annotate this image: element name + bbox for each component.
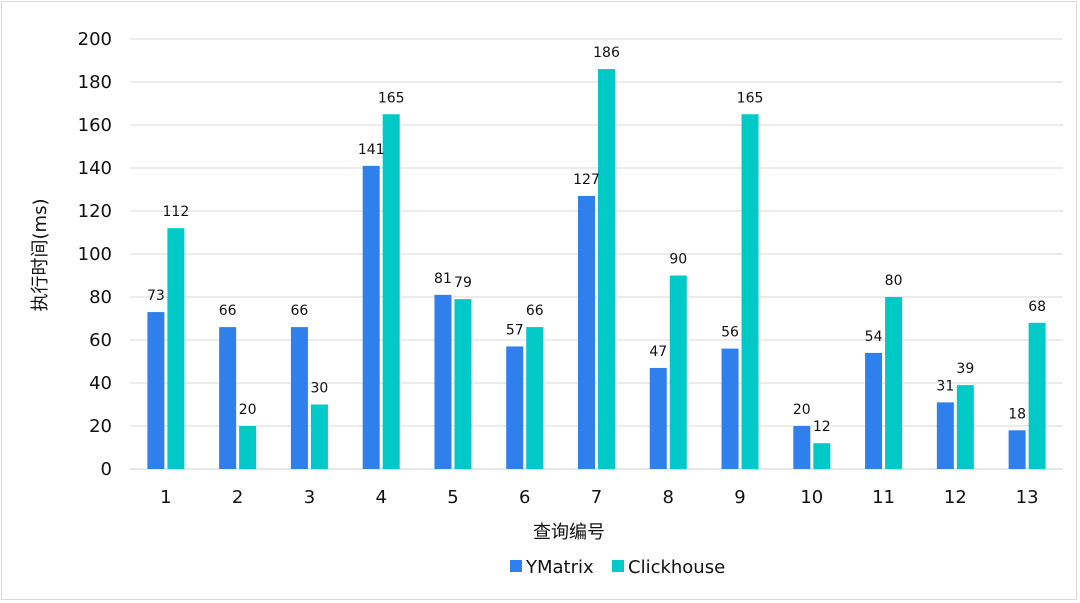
data-label-clickhouse-7: 186 (593, 45, 620, 61)
y-axis-title: 执行时间(ms) (30, 199, 51, 312)
legend-swatch-ymatrix (510, 560, 522, 572)
bar-clickhouse-5 (454, 299, 472, 469)
data-label-clickhouse-12: 39 (956, 361, 974, 377)
x-tick-label: 3 (304, 487, 315, 508)
x-axis-title: 查询编号 (533, 522, 605, 543)
y-tick-label: 160 (78, 115, 112, 136)
y-tick-label: 80 (89, 287, 112, 308)
bar-ymatrix-11 (865, 352, 883, 469)
bar-ymatrix-5 (434, 294, 452, 469)
bar-clickhouse-11 (885, 297, 903, 469)
bar-clickhouse-7 (598, 69, 615, 469)
x-tick-label: 9 (734, 487, 745, 508)
x-tick-label: 7 (591, 487, 602, 508)
y-tick-label: 180 (78, 72, 112, 93)
y-tick-label: 20 (89, 416, 112, 437)
x-tick-label: 13 (1016, 487, 1039, 508)
bar-clickhouse-9 (741, 114, 759, 469)
data-label-ymatrix-12: 31 (936, 378, 954, 394)
bar-clickhouse-2 (239, 426, 257, 469)
data-label-clickhouse-2: 20 (239, 402, 257, 418)
bar-ymatrix-3 (290, 327, 308, 469)
bar-ymatrix-12 (936, 402, 954, 469)
x-tick-label: 1 (160, 487, 171, 508)
bar-clickhouse-3 (310, 404, 328, 469)
bar-ymatrix-9 (721, 348, 739, 469)
bar-clickhouse-8 (669, 275, 687, 469)
bar-ymatrix-8 (649, 367, 667, 469)
x-tick-label: 11 (872, 487, 895, 508)
bar-ymatrix-6 (506, 346, 524, 469)
bar-ymatrix-10 (793, 426, 811, 469)
x-tick-label: 8 (663, 487, 674, 508)
grid-layer (130, 38, 1063, 470)
x-tick-label: 12 (944, 487, 967, 508)
y-tick-label: 60 (89, 330, 112, 351)
data-label-ymatrix-10: 20 (793, 402, 811, 418)
data-label-ymatrix-7: 127 (573, 172, 600, 188)
legend-swatch-clickhouse (612, 560, 624, 572)
data-label-ymatrix-11: 54 (865, 329, 883, 345)
bar-clickhouse-12 (956, 385, 974, 469)
data-label-ymatrix-9: 56 (721, 325, 739, 341)
bar-ymatrix-13 (1008, 430, 1026, 469)
data-label-clickhouse-13: 68 (1028, 299, 1046, 315)
bar-ymatrix-4 (362, 165, 380, 469)
data-label-clickhouse-1: 112 (163, 204, 190, 220)
data-label-ymatrix-2: 66 (219, 303, 237, 319)
data-label-clickhouse-4: 165 (378, 90, 405, 106)
x-tick-label: 6 (519, 487, 530, 508)
data-label-clickhouse-3: 30 (311, 381, 329, 397)
data-label-clickhouse-8: 90 (669, 252, 687, 268)
legend-label-clickhouse: Clickhouse (628, 557, 725, 578)
bar-ymatrix-1 (147, 312, 165, 469)
y-tick-label: 0 (101, 459, 112, 480)
data-label-clickhouse-9: 165 (737, 90, 764, 106)
data-label-ymatrix-8: 47 (649, 344, 667, 360)
bar-clickhouse-10 (813, 443, 831, 469)
data-label-ymatrix-6: 57 (506, 322, 524, 338)
y-tick-label: 40 (89, 373, 112, 394)
x-tick-label: 4 (375, 487, 386, 508)
bar-clickhouse-1 (167, 228, 185, 469)
x-tick-label: 5 (447, 487, 458, 508)
x-tick-label: 2 (232, 487, 243, 508)
bar-ymatrix-7 (578, 195, 595, 469)
data-label-ymatrix-3: 66 (291, 303, 309, 319)
data-label-clickhouse-11: 80 (885, 273, 903, 289)
bar-ymatrix-2 (219, 327, 237, 469)
bar-clickhouse-6 (526, 327, 544, 469)
x-tick-label: 10 (800, 487, 823, 508)
data-label-clickhouse-10: 12 (813, 419, 831, 435)
data-label-ymatrix-1: 73 (147, 288, 165, 304)
bar-clickhouse-4 (382, 114, 400, 469)
legend-label-ymatrix: YMatrix (525, 557, 594, 578)
bar-layer (147, 69, 1046, 469)
data-label-ymatrix-5: 81 (434, 271, 452, 287)
data-label-ymatrix-13: 18 (1008, 406, 1026, 422)
y-tick-label: 100 (78, 244, 112, 265)
data-label-clickhouse-5: 79 (454, 275, 472, 291)
bar-clickhouse-13 (1028, 322, 1046, 469)
data-label-clickhouse-6: 66 (526, 303, 544, 319)
y-tick-label: 140 (78, 158, 112, 179)
y-tick-label: 120 (78, 201, 112, 222)
y-tick-label: 200 (78, 29, 112, 50)
legend: YMatrix Clickhouse (510, 557, 725, 578)
data-label-ymatrix-4: 141 (358, 142, 385, 158)
